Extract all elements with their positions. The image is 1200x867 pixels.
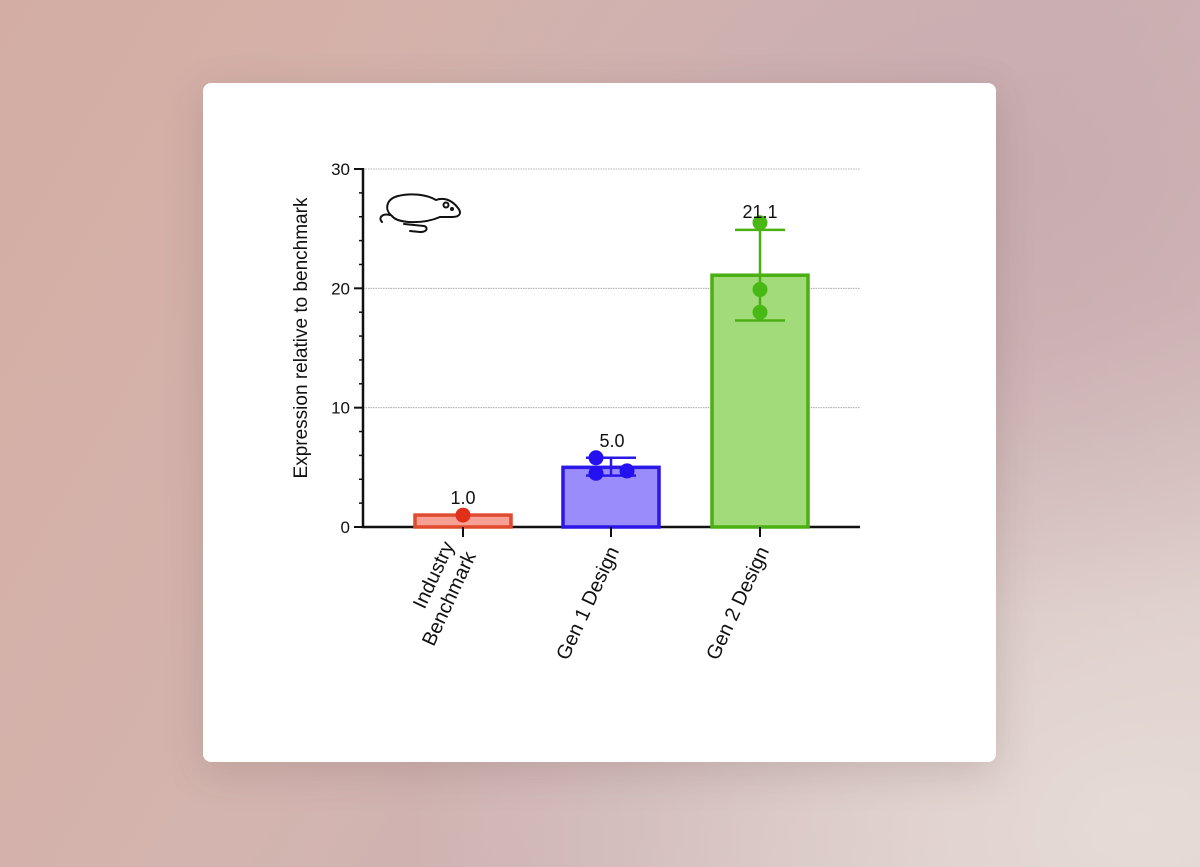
replicate-point: [455, 507, 471, 523]
x-tick-label: Gen 2 Design: [702, 543, 774, 663]
replicate-point: [588, 450, 604, 466]
y-tick-label: 0: [341, 518, 350, 537]
replicate-point: [752, 304, 768, 320]
replicate-point: [752, 282, 768, 298]
y-tick-label: 30: [331, 160, 350, 179]
data-label-2: 5.0: [599, 431, 624, 451]
y-axis-label: Expression relative to benchmark: [291, 197, 312, 478]
replicate-point: [752, 215, 768, 231]
x-tick-label-line: Gen 1 Design: [552, 543, 624, 663]
y-tick-label: 10: [331, 399, 350, 418]
replicate-point: [619, 463, 635, 479]
data-label-3: 21.1: [742, 202, 777, 222]
chart-card: [203, 83, 996, 762]
x-tick-label: Gen 1 Design: [552, 543, 624, 663]
data-label-1: 1.0: [450, 488, 475, 508]
y-tick-label: 20: [331, 279, 350, 298]
mouse-icon: [379, 193, 461, 233]
x-tick-label: IndustryBenchmark: [396, 537, 481, 649]
replicate-point: [588, 465, 604, 481]
x-tick-label-line: Gen 2 Design: [702, 543, 774, 663]
